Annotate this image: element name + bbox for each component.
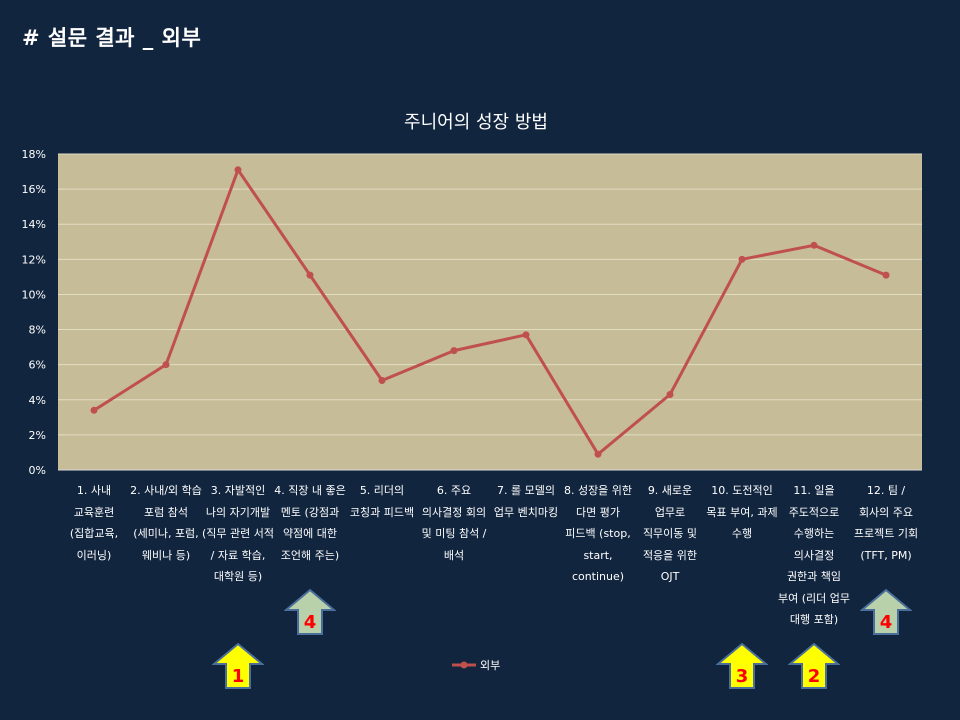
y-tick-label: 4%: [29, 394, 46, 407]
y-tick-label: 14%: [22, 218, 46, 231]
y-tick-label: 10%: [22, 288, 46, 301]
data-point: [738, 255, 746, 263]
x-tick-label: 7. 롤 모델의 업무 벤치마킹: [493, 484, 559, 519]
x-tick-label: 1. 사내 교육훈련 (집합교육, 이러닝): [69, 484, 119, 562]
data-point: [450, 347, 458, 355]
rank-arrow-icon: 3: [716, 642, 768, 689]
series-line: [93, 168, 887, 456]
rank-arrow-icon: 4: [284, 588, 336, 635]
x-tick-label: 10. 도전적인 목표 부여, 과제 수행: [706, 484, 778, 540]
rank-number: 2: [808, 666, 821, 687]
data-point: [666, 391, 674, 399]
data-point: [594, 450, 602, 458]
rank-arrow-icon: 1: [212, 642, 264, 689]
data-point: [522, 331, 530, 339]
y-tick-label: 8%: [29, 324, 46, 337]
data-point: [810, 241, 818, 249]
y-tick-label: 2%: [29, 429, 46, 442]
rank-number: 4: [304, 612, 317, 633]
x-tick-label: 8. 성장을 위한 다면 평가 피드백 (stop, start, contin…: [563, 484, 633, 583]
x-tick-label: 6. 주요 의사결정 회의 및 미팅 참석 / 배석: [421, 484, 487, 562]
arrow-shape: [716, 642, 768, 689]
x-tick-label: 2. 사내/외 학습 포럼 참석 (세미나, 포럼, 웨비나 등): [130, 484, 202, 562]
x-tick-label: 12. 팀 / 회사의 주요 프로젝트 기회 (TFT, PM): [853, 484, 919, 562]
data-point: [378, 376, 386, 384]
y-tick-label: 6%: [29, 359, 46, 372]
y-tick-label: 0%: [29, 464, 46, 477]
y-tick-label: 12%: [22, 253, 46, 266]
data-point: [162, 361, 170, 369]
rank-number: 1: [232, 666, 245, 687]
arrow-shape: [284, 588, 336, 635]
legend-label: 외부: [480, 659, 500, 672]
slide-title: # 설문 결과 _ 외부: [22, 26, 202, 50]
x-tick-label: 4. 직장 내 좋은 멘토 (강점과 약점에 대한 조언해 주는): [274, 484, 346, 562]
x-tick-label: 11. 일을 주도적으로 수행하는 의사결정 권한과 책임 부여 (리더 업무 …: [778, 484, 851, 626]
legend-marker: [460, 661, 468, 669]
chart-title: 주니어의 성장 방법: [404, 112, 548, 133]
arrow-shape: [212, 642, 264, 689]
y-tick-label: 18%: [22, 148, 46, 161]
plot-area: [58, 154, 922, 470]
y-tick-label: 16%: [22, 183, 46, 196]
arrow-shape: [860, 588, 912, 635]
x-tick-label: 5. 리더의 코칭과 피드백: [349, 484, 415, 519]
rank-number: 3: [736, 666, 749, 687]
data-point: [234, 166, 242, 174]
x-tick-label: 9. 새로운 업무로 직무이동 및 적응을 위한 OJT: [642, 484, 698, 583]
data-point: [882, 271, 890, 279]
data-point: [306, 271, 314, 279]
arrow-shape: [788, 642, 840, 689]
rank-number: 4: [880, 612, 893, 633]
x-tick-label: 3. 자발적인 나의 자기개발 (직무 관련 서적 / 자료 학습, 대학원 등…: [202, 484, 275, 583]
rank-arrow-icon: 2: [788, 642, 840, 689]
rank-arrow-icon: 4: [860, 588, 912, 635]
data-point: [90, 406, 98, 414]
